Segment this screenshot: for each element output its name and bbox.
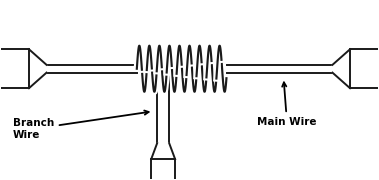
- Polygon shape: [332, 49, 350, 88]
- Bar: [350, 49, 379, 88]
- Polygon shape: [29, 49, 47, 88]
- Text: Branch
Wire: Branch Wire: [13, 111, 149, 140]
- Bar: [151, 159, 175, 180]
- Text: Main Wire: Main Wire: [257, 82, 317, 127]
- Polygon shape: [151, 143, 175, 159]
- Bar: [0, 49, 29, 88]
